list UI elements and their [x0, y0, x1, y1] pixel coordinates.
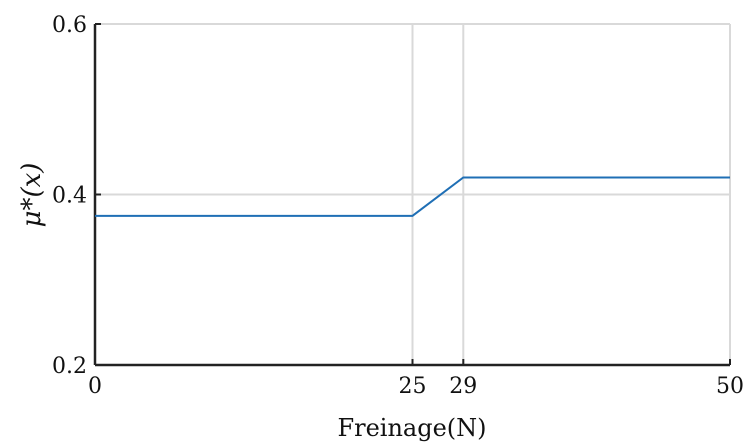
- x-tick-label-1: 25: [399, 374, 427, 399]
- y-tick-label-0: 0.2: [52, 354, 87, 379]
- y-axis-label: μ*(x): [17, 163, 47, 228]
- x-axis-label: Freinage(N): [337, 414, 486, 442]
- axes: [93, 23, 731, 367]
- x-tick-label-3: 50: [716, 374, 744, 399]
- y-tick-label-2: 0.6: [52, 13, 87, 38]
- grid-lines: [94, 23, 731, 366]
- series-layer: [95, 176, 730, 217]
- x-tick-label-2: 29: [449, 374, 477, 399]
- y-tick-label-1: 0.4: [52, 184, 87, 209]
- series-line-0: [95, 176, 730, 217]
- x-tick-label-0: 0: [88, 374, 102, 399]
- tick-labels: 0 25 29 50 0.2 0.4 0.6: [52, 13, 744, 399]
